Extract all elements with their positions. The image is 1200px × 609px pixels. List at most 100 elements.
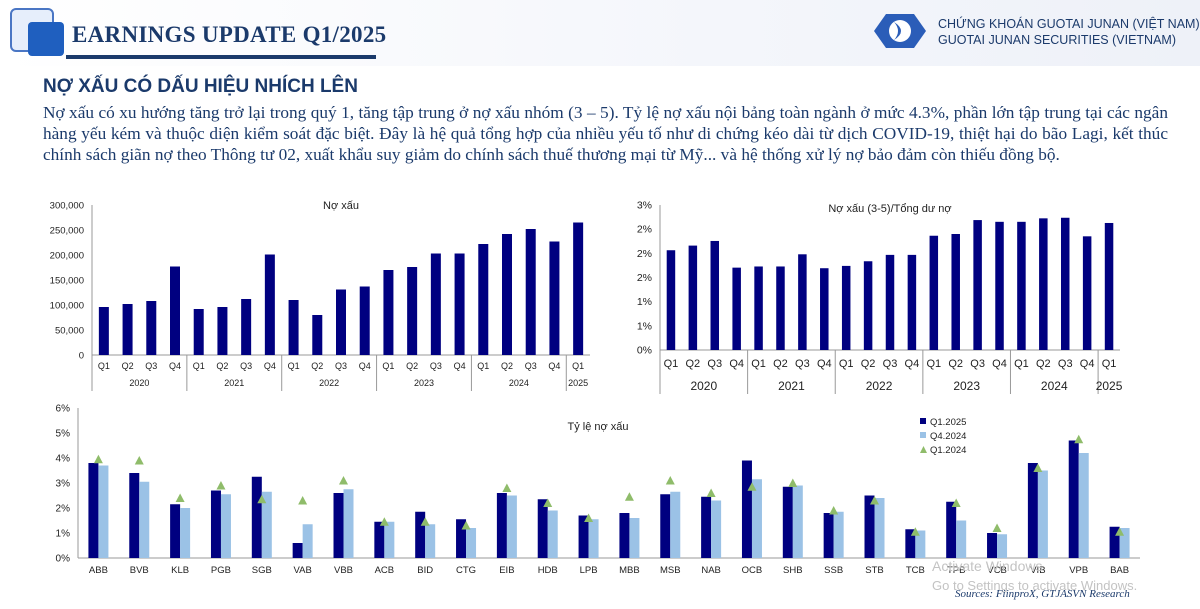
marker-q1-2024 [216,481,226,490]
bank-label: MSB [660,565,681,576]
quarter-label: Q3 [707,358,722,370]
quarter-label: Q4 [992,358,1007,370]
bar-q1-2025 [782,486,793,558]
bank-label: BVB [130,565,149,576]
bar [407,267,418,355]
marker-q1-2024 [543,498,553,507]
quarter-label: Q3 [430,361,442,371]
bar-q1-2025 [660,494,671,558]
year-label: 2022 [319,378,339,388]
y-tick-label: 1% [637,320,652,332]
marker-q1-2024 [461,521,471,530]
bar [502,234,512,355]
bar [383,270,394,355]
chart-title: Nợ xấu (3-5)/Tổng dư nợ [828,203,951,215]
quarter-label: Q2 [948,358,963,370]
quarter-label: Q4 [729,358,744,370]
marker-q1-2024 [257,494,267,504]
legend-label: Q1.2025 [930,417,966,428]
legend-swatch-q4-2024 [920,432,926,438]
quarter-label: Q1 [664,358,679,370]
bar [798,254,807,350]
bar [170,266,180,355]
bar-q1-2025 [864,495,875,558]
bar [288,300,299,355]
bank-label: HDB [538,565,558,576]
quarter-label: Q2 [406,361,418,371]
y-tick-label: 50,000 [55,326,84,337]
section-body: Nợ xấu có xu hướng tăng trở lại trong qu… [43,103,1168,164]
bar-q4-2024 [261,491,272,558]
quarter-label: Q2 [686,358,701,370]
y-tick-label: 2% [637,272,652,284]
year-label: 2025 [568,378,588,388]
quarter-label: Q2 [1036,358,1051,370]
bank-label: VIB [1030,565,1045,576]
quarter-label: Q1 [288,361,300,371]
marker-q1-2024 [1033,463,1043,472]
bar [454,253,465,355]
bank-label: TPB [947,565,965,576]
quarter-label: Q2 [216,361,228,371]
y-tick-label: 0% [637,345,652,357]
y-tick-label: 2% [637,224,652,236]
bar [1017,221,1026,350]
quarter-label: Q2 [311,361,323,371]
bar [951,234,960,350]
quarter-label: Q3 [240,361,252,371]
bar-q4-2024 [506,495,517,558]
quarter-label: Q4 [905,358,920,370]
chart-title: Nợ xấu [323,200,359,212]
bar-q4-2024 [180,508,191,558]
y-tick-label: 150,000 [50,276,84,287]
bank-label: VPB [1069,565,1088,576]
bar [776,266,785,350]
section-title: NỢ XẤU CÓ DẤU HIỆU NHÍCH LÊN [43,76,358,97]
bar-q4-2024 [302,524,313,558]
bar-q1-2025 [1027,463,1038,558]
bar [549,241,560,355]
quarter-label: Q1 [926,358,941,370]
year-label: 2020 [690,379,717,393]
bar-q4-2024 [98,465,109,558]
year-label: 2023 [953,379,980,393]
activation-watermark: Activate Windows [932,558,1043,574]
bar [995,221,1004,350]
marker-q1-2024 [175,493,185,502]
quarter-label: Q1 [839,358,854,370]
bank-label: ABB [89,565,108,576]
brand-name-vn: CHỨNG KHOÁN GUOTAI JUNAN (VIỆT NAM) [938,17,1200,31]
bank-label: ACB [375,565,395,576]
bar-q4-2024 [343,489,354,558]
marker-q1-2024 [951,498,961,507]
bar-q1-2025 [578,515,589,558]
bar-q4-2024 [588,519,599,558]
npl-value-chart: Nợ xấu 0 50,000 100,000 150,000 200,000 250,00… [50,200,590,391]
quarter-label: Q3 [883,358,898,370]
quarter-label: Q4 [264,361,276,371]
marker-q1-2024 [1074,434,1084,444]
bar-q4-2024 [1037,470,1048,558]
marker-q1-2024 [379,517,389,526]
legend-label: Q4.2024 [930,431,966,442]
bar-q1-2025 [905,529,916,558]
title-underline [66,55,376,59]
marker-q1-2024 [665,476,675,485]
bank-label: VCB [987,565,1007,576]
bank-label: SHB [783,565,803,576]
quarter-label: Q1 [477,361,489,371]
bar-q4-2024 [833,511,844,558]
quarter-label: Q4 [359,361,371,371]
bar [98,307,109,355]
quarter-label: Q2 [501,361,513,371]
bar [732,267,741,350]
marker-q1-2024 [706,488,716,497]
y-tick-label: 5% [56,429,71,440]
bar-q1-2025 [170,504,181,558]
marker-q1-2024 [420,517,430,526]
quarter-label: Q1 [98,361,110,371]
bar-q1-2025 [1068,440,1079,558]
bar [1104,222,1114,350]
report-title: EARNINGS UPDATE Q1/2025 [72,22,387,47]
bar-q4-2024 [629,518,640,558]
